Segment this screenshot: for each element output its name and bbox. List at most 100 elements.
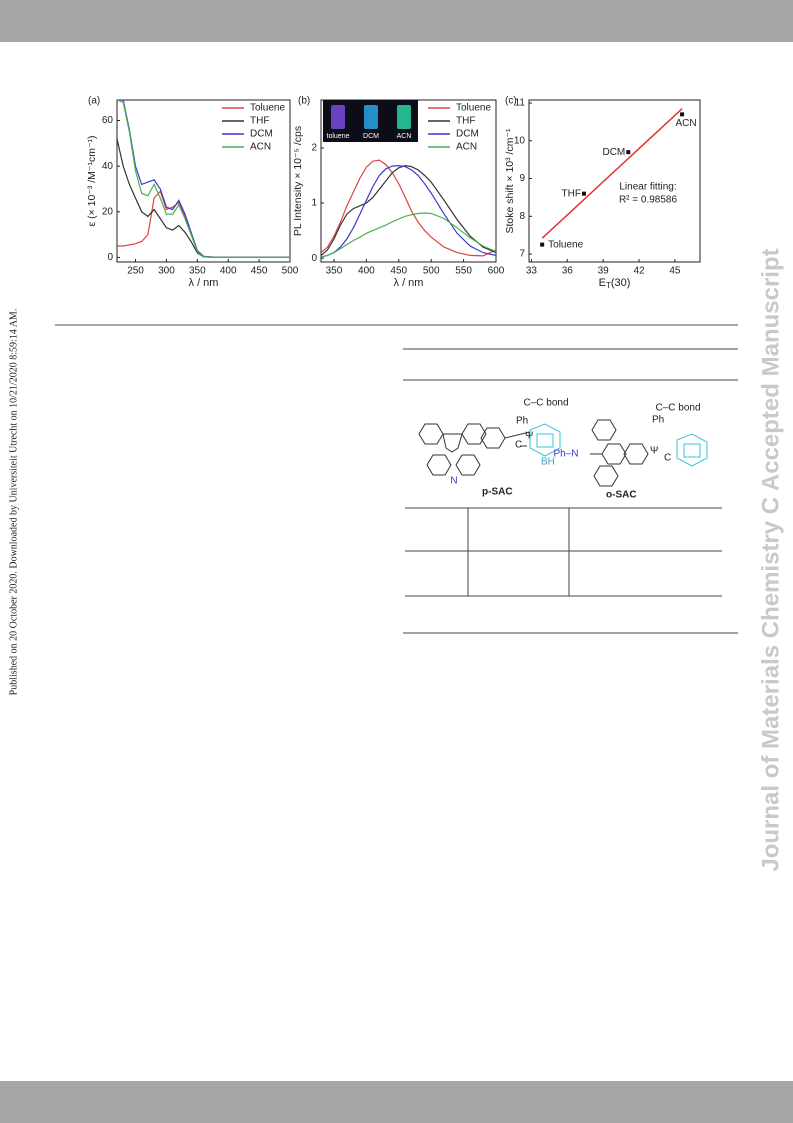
x-axis-label-sub: T xyxy=(606,281,611,290)
point-label: Toluene xyxy=(548,239,583,250)
series-line xyxy=(117,190,290,258)
ring xyxy=(591,419,617,441)
footer-bar xyxy=(0,1081,793,1123)
series-line xyxy=(117,100,290,258)
x-tick-label: 500 xyxy=(282,266,299,277)
x-axis-label: λ / nm xyxy=(394,277,424,289)
ring xyxy=(426,454,452,476)
bond xyxy=(504,431,531,439)
point-label: THF xyxy=(562,188,581,199)
x-tick-label: 42 xyxy=(633,266,645,277)
ring xyxy=(601,443,627,465)
legend-label: ACN xyxy=(250,142,271,153)
figure-labels: C–C bond Ph C Ψ BH N Ph–N p-SAC Ph C Ψ C… xyxy=(450,398,700,501)
o-sac-label: o-SAC xyxy=(606,490,637,501)
x-tick-label: 400 xyxy=(220,266,237,277)
x-tick-label: 600 xyxy=(488,266,505,277)
plot-frame xyxy=(116,99,291,263)
table-lines xyxy=(403,348,738,634)
p-sac-label: p-SAC xyxy=(482,487,513,498)
series-line xyxy=(321,159,496,257)
plot-frame xyxy=(528,99,701,263)
y-tick-label: 1 xyxy=(311,198,317,209)
y-tick-label: 60 xyxy=(102,115,114,126)
carborane-cage xyxy=(529,423,708,467)
x-tick-label: 350 xyxy=(189,266,206,277)
point-label: DCM xyxy=(602,147,625,158)
panel-label: (c) xyxy=(505,96,517,107)
y-tick-label: 8 xyxy=(519,211,525,222)
header-bar xyxy=(0,0,793,42)
inset-label: toluene xyxy=(327,133,350,140)
cuvette xyxy=(397,105,411,129)
y-axis-label: ε (× 10⁻³ /M⁻¹cm⁻¹) xyxy=(86,135,98,226)
y-tick-label: 0 xyxy=(107,252,113,263)
y-axis-label: Stoke shift × 10³ /cm⁻¹ xyxy=(504,128,516,234)
c-label: C xyxy=(515,440,522,451)
chart: (a) 250 300 350 400 450 500 0 20 40 60 λ / nm ε (× 1… xyxy=(86,96,299,289)
ring xyxy=(442,433,463,453)
point xyxy=(626,150,631,155)
x-tick-label: 39 xyxy=(598,266,610,277)
published-note: Published on 20 October 2020. Downloaded… xyxy=(8,309,19,696)
x-tick-label: 550 xyxy=(455,266,472,277)
x-axis-label-main: E xyxy=(599,277,606,289)
psi-label: Ψ xyxy=(650,446,658,457)
bond-label: C–C bond xyxy=(655,403,700,414)
y-tick-label: 11 xyxy=(515,98,526,109)
x-tick-label: 500 xyxy=(423,266,440,277)
point xyxy=(582,191,587,196)
point xyxy=(540,242,545,247)
cage xyxy=(529,423,561,457)
cuvette xyxy=(331,105,345,129)
y-tick-label: 9 xyxy=(519,173,525,184)
legend-label: DCM xyxy=(250,129,273,140)
x-tick-label: 450 xyxy=(251,266,268,277)
cuvette xyxy=(364,105,378,129)
x-axis-label: λ / nm xyxy=(189,277,219,289)
bond-label: C–C bond xyxy=(523,398,568,409)
legend-label: Toluene xyxy=(456,103,491,114)
series-line xyxy=(321,212,496,258)
psi-label: Ψ xyxy=(525,431,533,442)
inset-label: ACN xyxy=(397,133,412,140)
panel-label: (b) xyxy=(298,96,310,107)
x-tick-label: 45 xyxy=(669,266,681,277)
x-axis-label-rest: (30) xyxy=(611,277,631,289)
x-tick-label: 33 xyxy=(526,266,538,277)
x-axis-label: ET(30) xyxy=(599,277,631,290)
y-tick-label: 0 xyxy=(311,253,317,264)
x-tick-label: 450 xyxy=(390,266,407,277)
phn-label: Ph–N xyxy=(553,449,578,460)
x-tick-label: 350 xyxy=(326,266,343,277)
legend-label: ACN xyxy=(456,142,477,153)
watermark: Journal of Materials Chemistry C Accepte… xyxy=(757,248,784,871)
ring xyxy=(593,465,619,487)
x-tick-label: 250 xyxy=(127,266,144,277)
y-tick-label: 10 xyxy=(514,135,526,146)
annotation: Linear fitting: xyxy=(619,182,676,193)
x-tick-label: 400 xyxy=(358,266,375,277)
cage xyxy=(683,443,701,458)
x-tick-label: 300 xyxy=(158,266,175,277)
y-tick-label: 2 xyxy=(311,143,317,154)
y-tick-label: 40 xyxy=(102,161,114,172)
fit-line xyxy=(541,108,683,239)
y-tick-label: 20 xyxy=(102,206,114,217)
c-label: C xyxy=(664,453,671,464)
chart: (c) 33 36 39 42 45 7 8 9 10 11 ET(30) Stoke shift × … xyxy=(504,96,701,290)
cage xyxy=(536,433,554,448)
y-axis-label: PL Intensity × 10⁻⁵ /cps xyxy=(292,126,304,236)
x-tick-label: 36 xyxy=(562,266,574,277)
y-tick-label: 7 xyxy=(519,249,525,260)
legend-label: THF xyxy=(456,116,475,127)
ring xyxy=(455,454,481,476)
bh-label: BH xyxy=(541,457,555,468)
legend-label: DCM xyxy=(456,129,479,140)
ring xyxy=(623,443,649,465)
series-line xyxy=(321,164,496,258)
annotation: R² = 0.98586 xyxy=(619,195,678,206)
molecule-drawing xyxy=(418,419,649,487)
ring xyxy=(480,427,506,449)
